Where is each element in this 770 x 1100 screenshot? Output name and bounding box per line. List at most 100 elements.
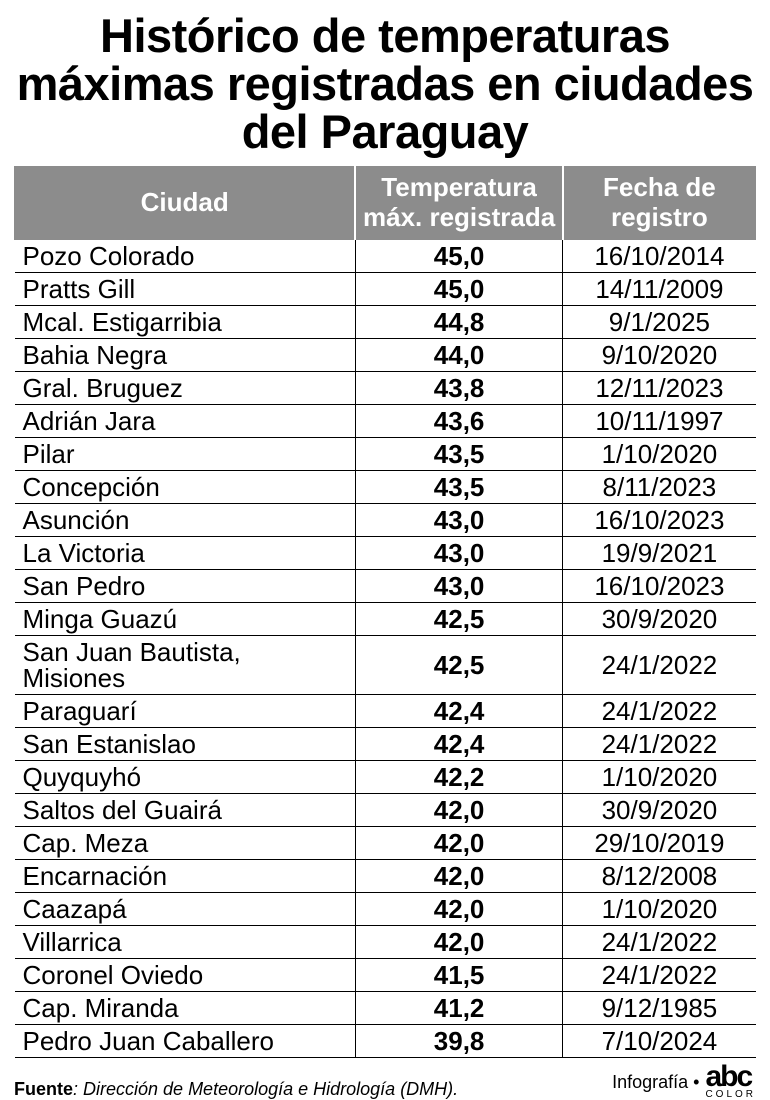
cell-temp: 43,0 <box>355 536 562 569</box>
cell-temp: 41,5 <box>355 958 562 991</box>
cell-city: La Victoria <box>15 536 356 569</box>
cell-date: 29/10/2019 <box>563 826 756 859</box>
cell-temp: 44,0 <box>355 338 562 371</box>
cell-city: Quyquyhó <box>15 760 356 793</box>
table-row: San Estanislao42,424/1/2022 <box>15 727 756 760</box>
cell-date: 10/11/1997 <box>563 404 756 437</box>
cell-city: Bahia Negra <box>15 338 356 371</box>
cell-temp: 43,5 <box>355 470 562 503</box>
table-row: Asunción43,016/10/2023 <box>15 503 756 536</box>
cell-city: Mcal. Estigarribia <box>15 305 356 338</box>
table-row: Pedro Juan Caballero39,87/10/2024 <box>15 1024 756 1057</box>
cell-date: 14/11/2009 <box>563 272 756 305</box>
cell-temp: 42,4 <box>355 694 562 727</box>
cell-date: 9/10/2020 <box>563 338 756 371</box>
cell-city: Pilar <box>15 437 356 470</box>
table-header-row: Ciudad Temperatura máx. registrada Fecha… <box>15 166 756 239</box>
cell-city: Cap. Meza <box>15 826 356 859</box>
credit-block: Infografía • abc COLOR <box>612 1066 756 1100</box>
table-row: San Pedro43,016/10/2023 <box>15 569 756 602</box>
cell-date: 19/9/2021 <box>563 536 756 569</box>
table-row: La Victoria43,019/9/2021 <box>15 536 756 569</box>
cell-temp: 43,5 <box>355 437 562 470</box>
cell-date: 16/10/2014 <box>563 239 756 272</box>
cell-temp: 42,0 <box>355 793 562 826</box>
cell-city: San Pedro <box>15 569 356 602</box>
temperature-table: Ciudad Temperatura máx. registrada Fecha… <box>14 166 756 1058</box>
cell-date: 1/10/2020 <box>563 437 756 470</box>
table-row: Minga Guazú42,530/9/2020 <box>15 602 756 635</box>
cell-date: 9/12/1985 <box>563 991 756 1024</box>
cell-date: 24/1/2022 <box>563 727 756 760</box>
logo-sub: COLOR <box>705 1089 756 1100</box>
cell-city: Coronel Oviedo <box>15 958 356 991</box>
cell-city: San Estanislao <box>15 727 356 760</box>
table-row: Caazapá42,01/10/2020 <box>15 892 756 925</box>
col-header-temp: Temperatura máx. registrada <box>355 166 562 239</box>
cell-temp: 41,2 <box>355 991 562 1024</box>
cell-date: 24/1/2022 <box>563 925 756 958</box>
cell-temp: 42,4 <box>355 727 562 760</box>
source-line: Fuente: Dirección de Meteorología e Hidr… <box>14 1079 458 1100</box>
table-row: Cap. Miranda41,29/12/1985 <box>15 991 756 1024</box>
logo-main: abc <box>705 1060 751 1093</box>
cell-date: 7/10/2024 <box>563 1024 756 1057</box>
cell-date: 1/10/2020 <box>563 760 756 793</box>
cell-date: 12/11/2023 <box>563 371 756 404</box>
cell-date: 1/10/2020 <box>563 892 756 925</box>
cell-city: Pozo Colorado <box>15 239 356 272</box>
cell-temp: 43,8 <box>355 371 562 404</box>
cell-city: Asunción <box>15 503 356 536</box>
page-title: Histórico de temperaturas máximas regist… <box>14 12 756 156</box>
cell-temp: 39,8 <box>355 1024 562 1057</box>
cell-city: Gral. Bruguez <box>15 371 356 404</box>
cell-date: 16/10/2023 <box>563 569 756 602</box>
cell-temp: 44,8 <box>355 305 562 338</box>
cell-city: Saltos del Guairá <box>15 793 356 826</box>
table-row: Coronel Oviedo41,524/1/2022 <box>15 958 756 991</box>
table-row: Bahia Negra44,09/10/2020 <box>15 338 756 371</box>
credit-label: Infografía • <box>612 1072 699 1093</box>
col-header-city: Ciudad <box>15 166 356 239</box>
cell-date: 24/1/2022 <box>563 635 756 694</box>
col-header-date: Fecha de registro <box>563 166 756 239</box>
source-label: Fuente <box>14 1079 73 1099</box>
table-row: Gral. Bruguez43,812/11/2023 <box>15 371 756 404</box>
table-row: Villarrica42,024/1/2022 <box>15 925 756 958</box>
table-row: Pratts Gill45,014/11/2009 <box>15 272 756 305</box>
table-row: Concepción43,58/11/2023 <box>15 470 756 503</box>
cell-temp: 42,2 <box>355 760 562 793</box>
cell-city: Cap. Miranda <box>15 991 356 1024</box>
table-body: Pozo Colorado45,016/10/2014Pratts Gill45… <box>15 239 756 1057</box>
cell-city: Pedro Juan Caballero <box>15 1024 356 1057</box>
cell-temp: 42,0 <box>355 859 562 892</box>
cell-temp: 43,6 <box>355 404 562 437</box>
cell-date: 9/1/2025 <box>563 305 756 338</box>
table-row: Mcal. Estigarribia44,89/1/2025 <box>15 305 756 338</box>
cell-temp: 43,0 <box>355 569 562 602</box>
source-text: : Dirección de Meteorología e Hidrología… <box>73 1079 458 1099</box>
cell-city: Pratts Gill <box>15 272 356 305</box>
table-row: Encarnación42,08/12/2008 <box>15 859 756 892</box>
cell-temp: 45,0 <box>355 239 562 272</box>
cell-city: Concepción <box>15 470 356 503</box>
cell-temp: 42,0 <box>355 826 562 859</box>
cell-city: Minga Guazú <box>15 602 356 635</box>
cell-temp: 42,0 <box>355 925 562 958</box>
cell-date: 8/11/2023 <box>563 470 756 503</box>
cell-date: 30/9/2020 <box>563 793 756 826</box>
cell-temp: 42,5 <box>355 635 562 694</box>
cell-city: Encarnación <box>15 859 356 892</box>
table-row: San Juan Bautista, Misiones42,524/1/2022 <box>15 635 756 694</box>
cell-date: 8/12/2008 <box>563 859 756 892</box>
table-row: Cap. Meza42,029/10/2019 <box>15 826 756 859</box>
cell-city: Villarrica <box>15 925 356 958</box>
table-row: Paraguarí42,424/1/2022 <box>15 694 756 727</box>
cell-city: Caazapá <box>15 892 356 925</box>
table-row: Adrián Jara43,610/11/1997 <box>15 404 756 437</box>
table-row: Pilar43,51/10/2020 <box>15 437 756 470</box>
cell-temp: 42,5 <box>355 602 562 635</box>
cell-date: 16/10/2023 <box>563 503 756 536</box>
cell-date: 24/1/2022 <box>563 958 756 991</box>
footer: Fuente: Dirección de Meteorología e Hidr… <box>14 1066 756 1100</box>
